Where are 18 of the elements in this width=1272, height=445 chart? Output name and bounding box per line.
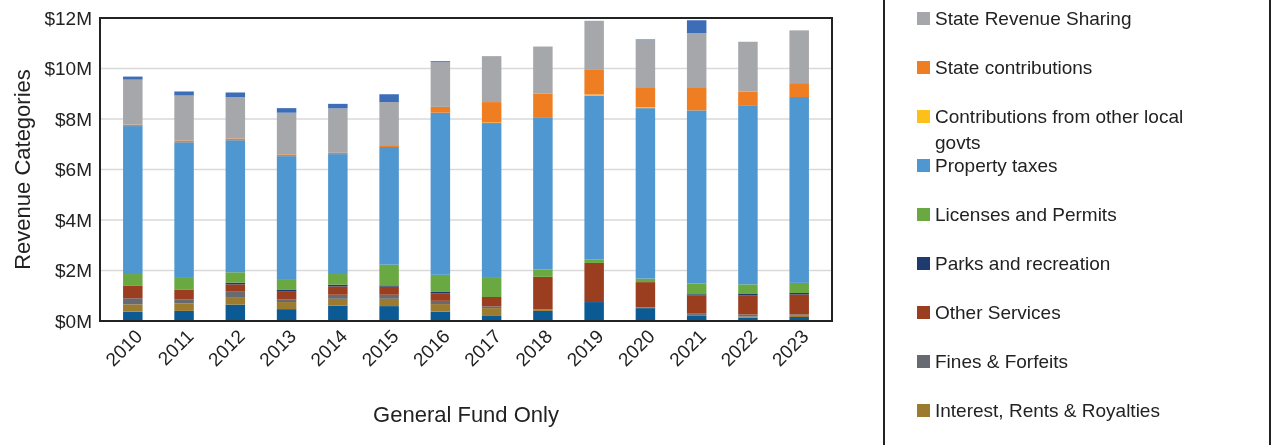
- y-tick-label: $6M: [55, 159, 92, 180]
- y-tick-label: $2M: [55, 260, 92, 281]
- legend-label: Fines & Forfeits: [935, 350, 1069, 372]
- x-axis-title: General Fund Only: [373, 402, 559, 427]
- legend-label: Other Services: [935, 301, 1061, 323]
- y-axis-title: Revenue Categories: [10, 69, 35, 270]
- legend-label: Parks and recreation: [935, 252, 1111, 274]
- y-tick-label: $0M: [55, 310, 92, 332]
- legend-label: State Revenue Sharing: [935, 7, 1132, 29]
- y-tick-label: $4M: [55, 209, 92, 231]
- legend-label: Property taxes: [935, 154, 1058, 176]
- y-tick-label: $12M: [44, 7, 92, 29]
- legend-label: Licenses and Permits: [935, 203, 1117, 225]
- legend-label: Contributions from other local govts: [935, 105, 1184, 153]
- legend-label: Interest, Rents & Royalties: [935, 399, 1160, 421]
- legend-label: State contributions: [935, 56, 1093, 78]
- y-tick-label: $8M: [55, 108, 92, 130]
- y-tick-label: $10M: [44, 58, 92, 79]
